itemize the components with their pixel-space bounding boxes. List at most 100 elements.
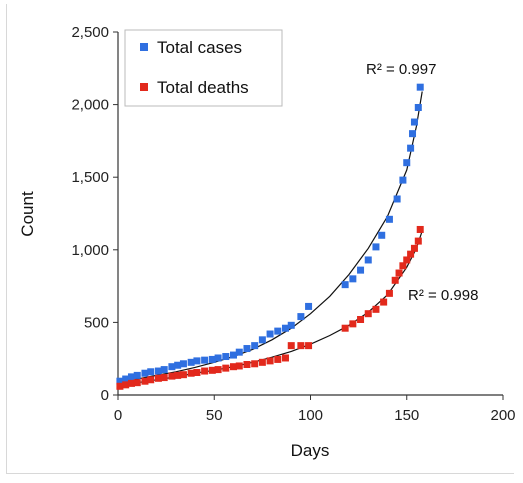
x-tick-label: 0 (114, 407, 122, 424)
r2-label-deaths: R² = 0.998 (408, 287, 478, 304)
point-total-deaths (274, 355, 282, 363)
point-total-deaths (235, 362, 243, 370)
point-total-cases (364, 256, 372, 264)
point-total-cases (133, 371, 141, 379)
point-total-cases (372, 243, 380, 251)
point-total-cases (168, 363, 176, 371)
point-total-cases (266, 330, 274, 338)
legend-swatch-total-deaths (140, 83, 148, 91)
point-total-deaths (208, 366, 216, 374)
point-total-deaths (287, 342, 295, 350)
point-total-cases (409, 130, 417, 138)
point-total-deaths (154, 374, 162, 382)
point-total-cases (141, 369, 149, 377)
point-total-cases (258, 336, 266, 344)
point-total-cases (251, 342, 259, 350)
point-total-deaths (127, 379, 135, 387)
point-total-cases (416, 83, 424, 91)
point-total-cases (193, 357, 201, 365)
point-total-cases (187, 358, 195, 366)
point-total-cases (208, 355, 216, 363)
y-tick-label: 2,000 (71, 97, 109, 114)
point-total-deaths (403, 256, 411, 264)
point-total-deaths (168, 372, 176, 380)
point-total-deaths (410, 244, 418, 252)
point-total-cases (154, 367, 162, 375)
point-total-deaths (341, 324, 349, 332)
point-total-cases (116, 377, 124, 385)
point-total-deaths (380, 298, 388, 306)
point-total-cases (147, 368, 155, 376)
point-total-deaths (281, 354, 289, 362)
point-total-deaths (174, 371, 182, 379)
trendline-total-cases (117, 91, 423, 383)
point-total-cases (179, 360, 187, 368)
point-total-cases (122, 375, 130, 383)
point-total-deaths (251, 360, 259, 368)
r2-label-cases: R² = 0.997 (366, 61, 436, 78)
point-total-deaths (201, 367, 209, 375)
point-total-deaths (414, 237, 422, 245)
x-axis-title: Days (291, 441, 330, 460)
point-total-deaths (222, 364, 230, 372)
point-total-cases (349, 275, 357, 283)
point-total-deaths (357, 315, 365, 323)
axes: 0 500 1,000 1,500 2,000 2,500 0 50 100 150 200 (71, 24, 515, 424)
point-total-cases (281, 324, 289, 332)
point-total-cases (201, 356, 209, 364)
x-tick-label: 50 (206, 407, 223, 424)
legend-label-total-cases: Total cases (157, 38, 242, 57)
point-total-cases (297, 313, 305, 321)
point-total-cases (393, 195, 401, 203)
point-total-cases (287, 321, 295, 329)
y-tick-label: 500 (84, 314, 109, 331)
point-total-cases (341, 281, 349, 289)
y-tick-label: 2,500 (71, 24, 109, 41)
point-total-cases (385, 215, 393, 223)
point-total-cases (243, 345, 251, 353)
legend-swatch-total-cases (140, 43, 148, 51)
point-total-cases (414, 104, 422, 112)
data-points (116, 83, 424, 390)
point-total-cases (399, 176, 407, 184)
point-total-deaths (305, 342, 313, 350)
point-total-deaths (214, 366, 222, 374)
point-total-deaths (133, 379, 141, 387)
point-total-deaths (364, 310, 372, 318)
point-total-deaths (399, 262, 407, 270)
point-total-deaths (160, 374, 168, 382)
trendlines (117, 91, 423, 386)
point-total-cases (230, 351, 237, 359)
point-total-cases (305, 302, 313, 310)
point-total-deaths (141, 377, 149, 385)
point-total-cases (403, 159, 411, 167)
y-tick-label: 1,500 (71, 169, 109, 186)
point-total-cases (127, 373, 135, 381)
chart-frame (6, 4, 514, 474)
point-total-deaths (391, 276, 399, 284)
point-total-cases (407, 144, 415, 152)
point-total-cases (357, 266, 365, 274)
point-total-deaths (187, 369, 195, 377)
point-total-deaths (416, 225, 424, 233)
legend-box (124, 29, 283, 107)
point-total-deaths (385, 289, 393, 297)
point-total-cases (222, 353, 230, 361)
x-tick-label: 150 (394, 407, 419, 424)
point-total-deaths (258, 358, 266, 366)
point-total-deaths (193, 368, 201, 376)
point-total-deaths (243, 361, 251, 369)
point-total-deaths (122, 381, 130, 389)
point-total-cases (235, 348, 243, 356)
point-total-deaths (116, 382, 124, 390)
point-total-deaths (297, 342, 305, 350)
point-total-deaths (395, 269, 403, 277)
legend: Total cases Total deaths (124, 29, 283, 107)
y-tick-label: 1,000 (71, 242, 109, 259)
legend-label-total-deaths: Total deaths (157, 78, 249, 97)
point-total-deaths (230, 363, 237, 371)
y-tick-label: 0 (101, 387, 109, 404)
y-axis-title: Count (18, 191, 37, 237)
point-total-cases (378, 231, 386, 239)
